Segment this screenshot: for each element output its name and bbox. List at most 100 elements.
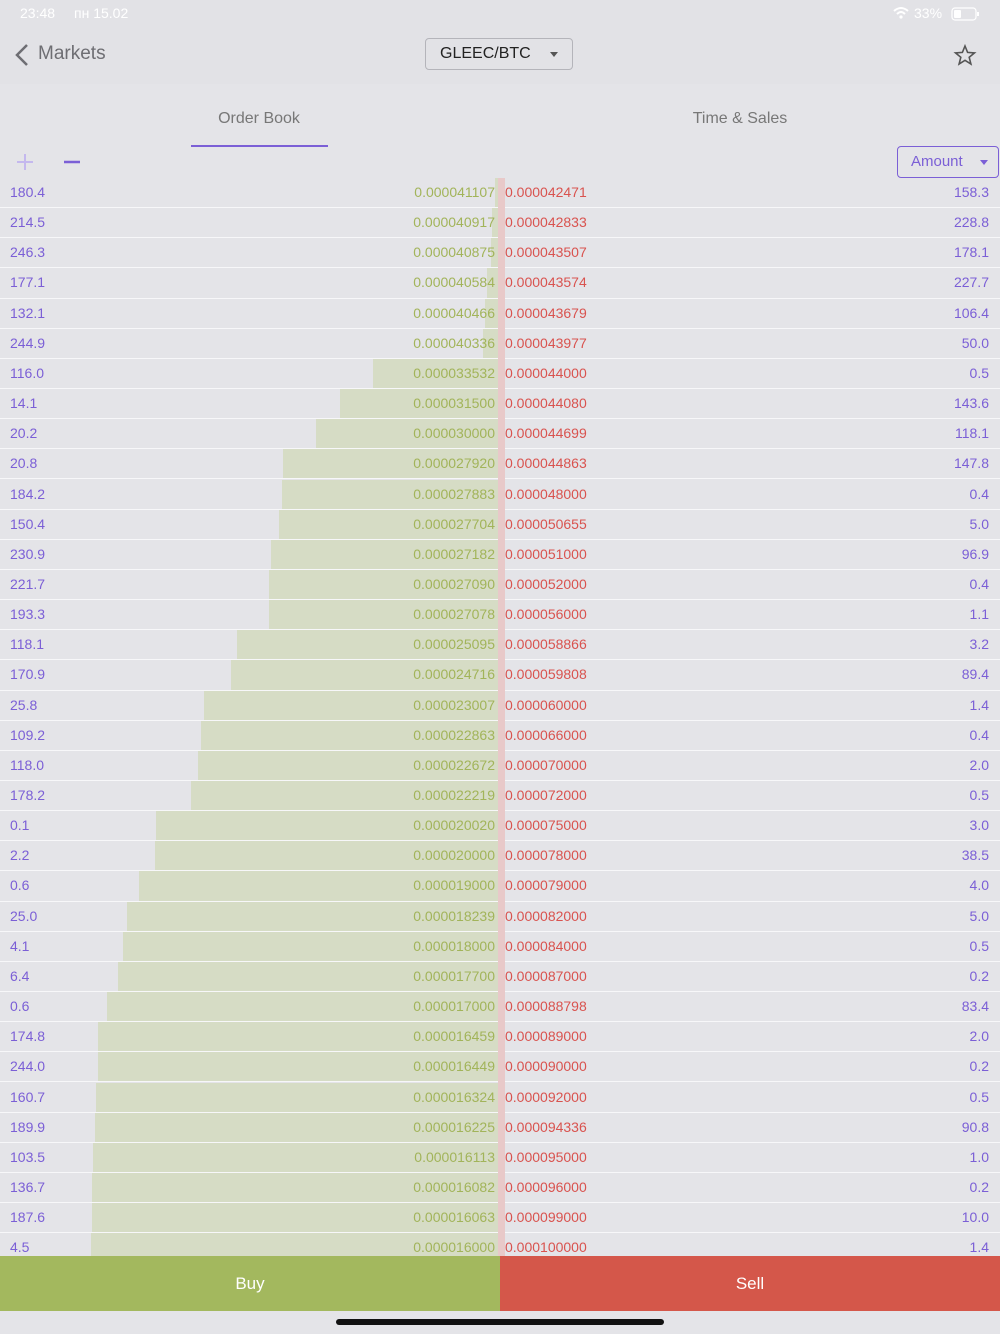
bid-price: 0.000022672 [413, 756, 495, 773]
bid-price: 0.000030000 [413, 425, 495, 442]
ask-price: 0.000044863 [505, 455, 587, 472]
ask-amount: 3.0 [969, 817, 989, 834]
bid-depth-bar [201, 720, 500, 750]
bid-price: 0.000020000 [413, 847, 495, 864]
header [0, 0, 1000, 84]
ask-price: 0.000096000 [505, 1178, 587, 1195]
tab-time-sales[interactable]: Time & Sales [692, 110, 788, 127]
bid-price: 0.000023007 [413, 696, 495, 713]
ask-price: 0.000089000 [505, 1028, 587, 1045]
buy-button[interactable]: Buy [0, 1256, 500, 1311]
ask-price: 0.000087000 [505, 967, 587, 984]
ask-amount: 0.5 [969, 364, 989, 381]
bid-amount: 244.9 [10, 334, 46, 351]
bid-amount: 180.4 [10, 184, 46, 200]
bid-depth-bar [495, 178, 500, 208]
ask-price: 0.000094336 [505, 1118, 587, 1135]
tab-order-book[interactable]: Order Book [218, 110, 300, 127]
order-row: 184.2 0.000027883 0.000048000 0.4 [0, 479, 1000, 510]
order-row: 20.2 0.000030000 0.000044699 118.1 [0, 419, 1000, 450]
bid-depth-bar [340, 389, 500, 419]
ask-price: 0.000060000 [505, 696, 587, 713]
ask-price: 0.000043977 [505, 334, 587, 351]
ask-amount: 5.0 [969, 515, 989, 532]
bid-price: 0.000027883 [413, 485, 495, 502]
ask-amount: 1.0 [969, 1148, 989, 1165]
zoom-controls[interactable] [14, 152, 84, 172]
bid-depth-bar [91, 1233, 500, 1256]
bid-depth-bar [484, 298, 500, 328]
sort-dropdown[interactable]: Amount [897, 146, 999, 178]
bid-depth-bar [269, 569, 500, 600]
bid-price: 0.000040917 [413, 214, 495, 231]
bid-price: 0.000025095 [413, 636, 495, 653]
bid-price: 0.000016324 [413, 1088, 495, 1105]
ask-amount: 0.5 [969, 1088, 989, 1105]
bid-amount: 132.1 [10, 304, 46, 321]
bid-depth-bar [491, 208, 500, 238]
ask-amount: 90.8 [961, 1118, 989, 1135]
order-book: 180.4 0.000041107 0.000042471 158.3 214.5 0.0… [0, 178, 1000, 1256]
bid-price: 0.000040466 [413, 304, 495, 321]
sell-button[interactable]: Sell [500, 1256, 1000, 1311]
bid-price: 0.000027920 [413, 455, 495, 472]
bid-depth-bar [237, 630, 500, 660]
ask-price: 0.000095000 [505, 1148, 587, 1165]
ask-amount: 3.2 [969, 636, 989, 653]
ask-price: 0.000079000 [505, 877, 587, 894]
bid-depth-bar [231, 660, 500, 690]
ask-price: 0.000075000 [505, 817, 587, 834]
favorite-star[interactable] [953, 44, 977, 66]
order-row: 0.6 0.000019000 0.000079000 4.0 [0, 871, 1000, 902]
bid-depth-bar [482, 328, 500, 358]
back-button[interactable]: Markets [38, 43, 106, 64]
ask-price: 0.000042833 [505, 214, 587, 231]
ask-amount: 1.4 [969, 696, 989, 713]
bid-price: 0.000022863 [413, 726, 495, 743]
bid-depth-bar [118, 961, 500, 992]
order-row: 25.8 0.000023007 0.000060000 1.4 [0, 690, 1000, 721]
order-row: 103.5 0.000016113 0.000095000 1.0 [0, 1142, 1000, 1173]
ask-price: 0.000044699 [505, 425, 587, 442]
bid-price: 0.000020020 [413, 817, 495, 834]
ask-amount: 0.2 [969, 967, 989, 984]
ask-price: 0.000048000 [505, 485, 587, 502]
battery-level: 33% [914, 5, 943, 21]
home-indicator [336, 1319, 664, 1325]
bid-depth-bar [107, 992, 500, 1022]
order-row: 0.1 0.000020020 0.000075000 3.0 [0, 811, 1000, 842]
pair-selector[interactable]: GLEEC/BTC [425, 38, 573, 70]
bid-depth-bar [155, 811, 500, 841]
ask-amount: 10.0 [961, 1209, 989, 1226]
ask-price: 0.000066000 [505, 726, 587, 743]
dropdown-arrow [980, 160, 988, 165]
order-row: 118.1 0.000025095 0.000058866 3.2 [0, 630, 1000, 661]
bid-amount: 0.1 [10, 817, 30, 834]
ask-price: 0.000092000 [505, 1088, 587, 1105]
bid-amount: 20.8 [10, 455, 38, 472]
ask-amount: 158.3 [953, 184, 989, 200]
bid-depth-bar [98, 1052, 500, 1082]
bid-amount: 178.2 [10, 787, 46, 803]
ask-amount: 83.4 [961, 998, 989, 1015]
bid-price: 0.000027090 [413, 575, 495, 592]
bid-amount: 184.2 [10, 485, 46, 502]
back-icon[interactable] [12, 43, 32, 67]
bid-amount: 221.7 [10, 575, 46, 592]
bid-amount: 170.9 [10, 666, 46, 683]
bid-amount: 189.9 [10, 1118, 46, 1135]
bid-amount: 0.6 [10, 998, 30, 1015]
bid-amount: 118.0 [10, 756, 44, 773]
ask-price: 0.000072000 [505, 787, 587, 803]
bid-price: 0.000016459 [413, 1028, 495, 1045]
order-row: 0.6 0.000017000 0.000088798 83.4 [0, 992, 1000, 1023]
bid-depth-bar [127, 901, 500, 931]
bid-price: 0.000016082 [413, 1178, 495, 1195]
bid-amount: 116.0 [10, 364, 44, 381]
bid-depth-bar [94, 1112, 500, 1142]
order-row: 4.5 0.000016000 0.000100000 1.4 [0, 1233, 1000, 1256]
bid-price: 0.000016113 [414, 1148, 495, 1165]
dropdown-arrow [550, 52, 558, 57]
bid-price: 0.000018000 [413, 937, 495, 954]
